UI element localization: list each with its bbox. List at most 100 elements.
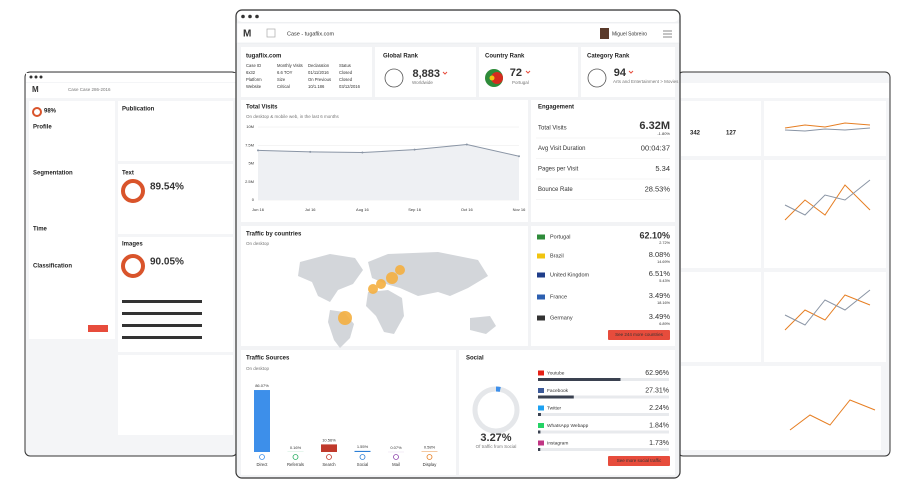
social-icon xyxy=(538,388,544,393)
metric-label: Total Visits xyxy=(538,126,567,132)
card-title: Global Rank xyxy=(383,54,419,60)
table-cell: Closed xyxy=(339,77,353,82)
x-tick-label: Social xyxy=(357,462,368,467)
source-icon xyxy=(393,454,399,460)
more-social-button[interactable] xyxy=(608,456,670,466)
metric-label: Pages per Visit xyxy=(538,167,579,173)
social-share-sub: Of traffic from Social xyxy=(476,444,517,449)
card-title: tugaflix.com xyxy=(246,54,281,60)
text: 342 xyxy=(690,131,701,137)
panel-title: Social xyxy=(466,356,484,362)
text: Publication xyxy=(122,107,155,113)
y-tick-label: 10M xyxy=(246,124,254,129)
left-header: Case Case 286-2016 xyxy=(68,87,111,92)
chart-subtitle: On desktop xyxy=(246,366,270,371)
country-change: 14.69% xyxy=(657,260,671,264)
social-icon xyxy=(538,440,544,446)
x-tick-label: Aug 16 xyxy=(356,207,369,212)
button-label[interactable]: See 244 more countries xyxy=(615,332,664,337)
table-cell: 01/11/2016 xyxy=(308,70,329,75)
table-cell: Website xyxy=(246,84,262,89)
metric-value: 00:04:37 xyxy=(641,143,670,152)
social-share: 3.27% xyxy=(480,432,511,444)
text: Profile xyxy=(33,125,52,131)
social-value: 1.84% xyxy=(649,422,669,429)
source-icon xyxy=(292,454,299,460)
left-window: M Case Case 286-2016 98% Profile Segment… xyxy=(24,71,238,457)
flag xyxy=(537,234,545,240)
social-value: 27.31% xyxy=(645,387,669,394)
social-name: Twitter xyxy=(547,405,562,411)
user-name[interactable]: Miguel Sobreiro xyxy=(612,31,647,37)
x-tick-label: Mail xyxy=(392,462,400,467)
chart-subtitle: On desktop & mobile web, in the last 6 m… xyxy=(246,114,340,119)
bar-value-label: 1.55% xyxy=(357,444,369,449)
table-cell: Monthly Visits xyxy=(277,63,303,68)
map-highlights xyxy=(338,265,405,325)
country-share: 3.49% xyxy=(649,291,671,300)
metric-value: 6.32M xyxy=(639,120,670,132)
social-name: WhatsApp Webapp xyxy=(547,423,589,429)
table-cell: On Previous xyxy=(308,77,331,82)
bar-track xyxy=(538,448,669,451)
panel-subtitle: On desktop xyxy=(246,241,270,246)
more-countries-button[interactable] xyxy=(608,330,670,340)
point xyxy=(413,148,416,151)
line xyxy=(257,144,520,157)
social-value: 62.96% xyxy=(645,370,669,377)
x-tick-label: Oct 16 xyxy=(461,207,474,212)
domain-table: Case ID Monthly Visits Declaration Status 6x… xyxy=(246,63,361,89)
bar xyxy=(321,444,337,452)
bar-value-label: 0.58% xyxy=(424,445,436,450)
chart-title: Traffic Sources xyxy=(246,356,290,362)
country-share: 62.10% xyxy=(639,230,670,240)
table-cell: 10/1.186 xyxy=(308,84,325,89)
flag xyxy=(537,272,545,278)
table-cell: Case ID xyxy=(246,63,261,68)
social-bar xyxy=(538,448,541,451)
x-tick-label: Nov 16 xyxy=(513,207,526,212)
svg-text:M: M xyxy=(243,29,251,40)
point xyxy=(257,149,259,152)
text: 98% xyxy=(44,109,57,115)
chart-title: Total Visits xyxy=(246,105,278,111)
bar-value-label: 0.07% xyxy=(390,445,402,450)
x-tick-label: Sep 16 xyxy=(408,207,421,212)
country-list: Portugal 62.10%2.72% Brazil 8.08%14.69% Unit… xyxy=(537,230,671,326)
text: 89.54% xyxy=(150,182,184,193)
social-bar xyxy=(538,430,541,434)
social-bar xyxy=(538,395,574,399)
panel-title: Engagement xyxy=(538,105,574,111)
country-name: Portugal xyxy=(550,234,571,240)
country-name: United Kingdom xyxy=(550,272,590,278)
table-cell: 6.6 TOY xyxy=(277,70,293,75)
bar-track xyxy=(538,413,669,416)
metric-value: 28.53% xyxy=(645,184,671,193)
metric-value: 5.34 xyxy=(655,164,670,173)
country-change: 18.16% xyxy=(657,301,671,305)
area xyxy=(258,144,519,200)
country-share: 3.49% xyxy=(649,312,671,321)
country-change: 2.72% xyxy=(659,241,670,245)
point xyxy=(309,150,312,153)
panel-title: Traffic by countries xyxy=(246,232,302,238)
country-name: Brazil xyxy=(550,253,564,259)
social-list: Youtube 62.96% Facebook 27.31% Twitter 2.24% W… xyxy=(538,370,669,451)
bar xyxy=(254,390,270,452)
text: Images xyxy=(122,242,143,248)
country-share: 6.51% xyxy=(649,269,671,278)
text: 127 xyxy=(726,131,737,137)
country-name: France xyxy=(550,294,567,300)
table-cell: Closed xyxy=(339,70,353,75)
site-title: Case - tugaflix.com xyxy=(287,31,334,37)
button-label[interactable]: See more social traffic xyxy=(617,458,662,463)
source-icon xyxy=(359,454,366,460)
rank-value: 72 xyxy=(510,67,522,79)
flag xyxy=(537,253,545,259)
country-name: Germany xyxy=(550,315,573,321)
table-cell: 03/12/2016 xyxy=(339,84,361,89)
country-change: 6.89% xyxy=(659,322,670,326)
y-tick-label: 7.5M xyxy=(245,142,254,147)
bar xyxy=(354,450,371,452)
